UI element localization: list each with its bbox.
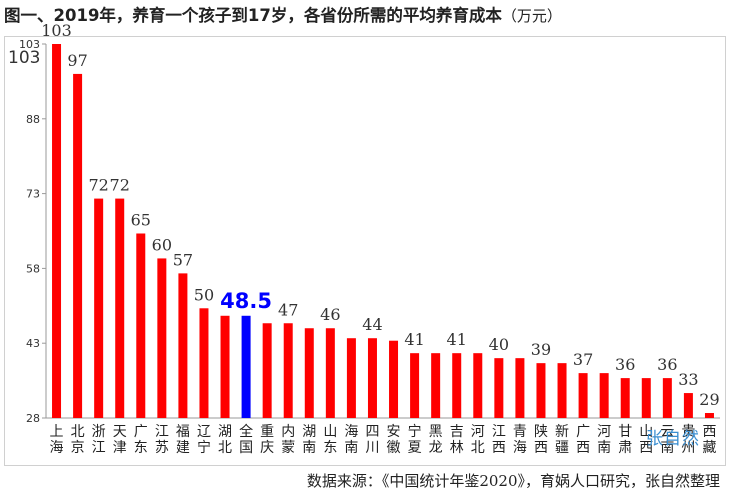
watermark: 张自然 (646, 429, 700, 449)
category-label: 宁夏 (408, 423, 422, 456)
data-label: 60 (152, 235, 172, 254)
bar (241, 315, 251, 418)
source-note: 数据来源：《中国统计年鉴2020》，育娲人口研究，张自然整理 (306, 472, 720, 490)
data-label: 41 (447, 330, 467, 349)
category-label: 陕西 (534, 424, 548, 456)
category-label: 河北 (471, 424, 485, 456)
chart-title-unit: （万元） (501, 7, 562, 25)
bar (620, 378, 630, 418)
bar (283, 323, 293, 418)
category-label: 海南 (344, 424, 358, 456)
y-tick-label: 73 (26, 188, 40, 201)
bar (557, 363, 567, 418)
data-label: 36 (615, 355, 635, 374)
data-label: 72 (88, 176, 108, 195)
bar (515, 358, 525, 418)
category-label: 西藏 (702, 424, 716, 456)
y-axis-max-label: 103 (8, 48, 40, 68)
data-label: 50 (194, 285, 214, 304)
y-tick-label: 28 (26, 412, 40, 425)
bar (178, 273, 188, 418)
category-label: 广东 (134, 424, 148, 456)
data-label: 72 (110, 176, 130, 195)
data-label: 36 (657, 355, 677, 374)
bar (683, 393, 693, 418)
y-tick-label: 43 (26, 337, 40, 350)
bar (367, 338, 377, 418)
y-tick-label: 103 (19, 38, 40, 51)
data-label: 33 (678, 370, 698, 389)
category-label: 北京 (71, 424, 85, 456)
category-label: 新疆 (555, 424, 569, 456)
category-label: 甘肃 (618, 424, 632, 456)
category-label: 内蒙 (281, 424, 295, 456)
data-label: 41 (404, 330, 424, 349)
bar (262, 323, 272, 418)
category-label: 重庆 (260, 424, 274, 456)
bar (494, 358, 504, 418)
data-label: 46 (320, 305, 340, 324)
category-label: 四川 (365, 424, 379, 456)
bar (52, 44, 62, 418)
data-label: 44 (362, 315, 382, 334)
category-label: 安徽 (387, 424, 401, 456)
bar (473, 353, 483, 418)
bar (73, 73, 83, 419)
bar (599, 373, 609, 418)
bar (389, 340, 399, 418)
category-label: 福建 (176, 424, 190, 456)
bar (304, 328, 314, 418)
chart-title: 图一、2019年，养育一个孩子到17岁，各省份所需的平均养育成本（万元） (4, 4, 728, 30)
data-label: 29 (699, 390, 719, 409)
category-label: 江西 (492, 424, 506, 456)
category-label: 湖北 (218, 424, 232, 456)
bar (325, 328, 335, 418)
category-label: 吉林 (450, 424, 464, 456)
bar (346, 338, 356, 418)
category-label: 湖南 (302, 424, 316, 456)
category-label: 贵州 (681, 424, 695, 456)
bar (704, 413, 714, 418)
category-label: 浙江 (92, 424, 106, 456)
bar (452, 353, 462, 418)
data-label: 97 (67, 51, 87, 70)
category-label: 河南 (597, 424, 611, 456)
bar (536, 363, 546, 418)
bar (157, 258, 167, 418)
y-tick-label: 88 (26, 113, 40, 126)
bar (94, 198, 104, 418)
bar (641, 378, 651, 418)
bar (199, 308, 209, 418)
data-label: 39 (531, 340, 551, 359)
category-label: 青海 (513, 424, 527, 456)
category-label: 辽宁 (197, 424, 211, 456)
data-label: 47 (278, 300, 298, 319)
data-label: 65 (131, 210, 151, 229)
category-label: 黑龙 (429, 424, 443, 456)
y-tick-label: 58 (26, 262, 40, 275)
data-label: 103 (41, 21, 72, 40)
category-label: 全国 (239, 423, 253, 456)
category-label: 云南 (660, 424, 674, 456)
bar (136, 233, 146, 418)
plot-frame (4, 36, 726, 466)
bar (431, 353, 441, 418)
category-label: 上海 (50, 424, 64, 456)
bar (220, 315, 230, 418)
data-label: 37 (573, 350, 593, 369)
category-label: 广西 (576, 424, 590, 456)
bar (115, 198, 125, 418)
category-label: 江苏 (155, 424, 169, 456)
data-label: 57 (173, 250, 193, 269)
chart-title-main: 图一、2019年，养育一个孩子到17岁，各省份所需的平均养育成本 (4, 6, 502, 25)
category-label: 山东 (323, 424, 337, 456)
data-label: 48.5 (220, 289, 272, 313)
data-label: 40 (489, 335, 509, 354)
bar (410, 353, 420, 418)
category-label: 天津 (113, 424, 127, 456)
bar (662, 378, 672, 418)
category-label: 山西 (639, 424, 653, 456)
bar (578, 373, 588, 418)
